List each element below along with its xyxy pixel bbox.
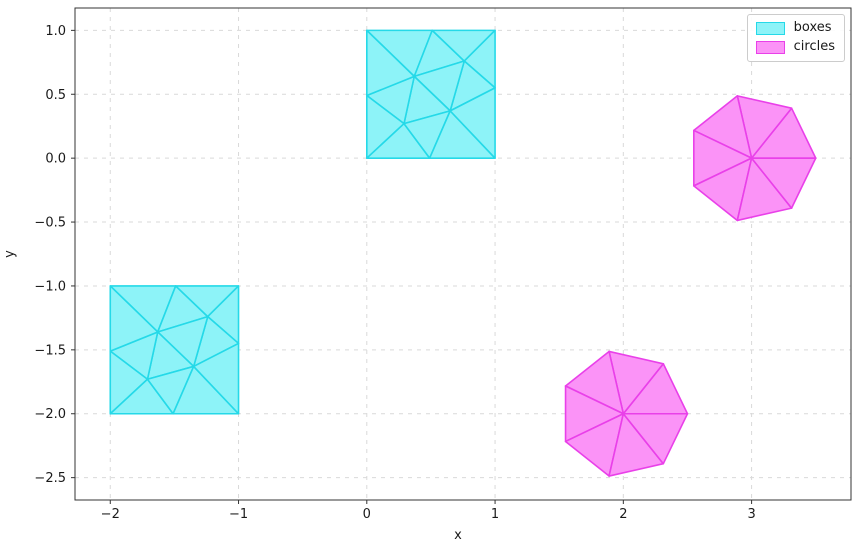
- axis-ticks: [71, 29, 753, 504]
- legend-item-boxes: boxes: [755, 20, 835, 35]
- box-mesh-triangle: [109, 285, 159, 352]
- x-tick-label: 1: [491, 507, 499, 522]
- y-axis-label: y: [2, 250, 18, 258]
- box-mesh-triangle: [366, 29, 416, 97]
- patches: [109, 29, 817, 477]
- y-tick-label: 1.0: [45, 24, 66, 39]
- plot-border: [74, 7, 852, 501]
- tick-labels: −2 −1 0 1 2 3 1.0 0.5 0.0 −0.5 −1.0 −1.5 −2.0 −2.5: [34, 24, 755, 522]
- y-tick-label: −1.5: [34, 343, 66, 358]
- y-tick-label: −2.5: [34, 471, 66, 486]
- legend-label: boxes: [793, 20, 832, 35]
- circle-fan-triangle: [750, 157, 817, 209]
- legend-swatch-circles: [755, 40, 785, 54]
- axes-spines: [74, 7, 852, 501]
- x-axis-label: x: [454, 528, 462, 543]
- x-tick-label: −2: [101, 507, 120, 522]
- legend-label: circles: [793, 39, 835, 55]
- box-mesh-triangle: [449, 87, 496, 159]
- legend-item-circles: circles: [755, 39, 835, 55]
- box-mesh-triangle: [192, 342, 240, 415]
- y-tick-label: −1.0: [34, 279, 66, 294]
- y-tick-label: −2.0: [34, 407, 66, 422]
- x-tick-label: −1: [229, 507, 248, 522]
- x-tick-label: 0: [363, 507, 371, 522]
- circle-fan-triangle: [622, 412, 689, 465]
- x-tick-label: 3: [747, 507, 755, 522]
- y-tick-label: 0.5: [45, 88, 66, 103]
- y-tick-label: 0.0: [45, 152, 66, 167]
- y-tick-label: −0.5: [34, 216, 66, 231]
- legend-swatch-boxes: [755, 21, 785, 35]
- legend: boxes circles: [746, 14, 845, 62]
- x-tick-label: 2: [619, 507, 627, 522]
